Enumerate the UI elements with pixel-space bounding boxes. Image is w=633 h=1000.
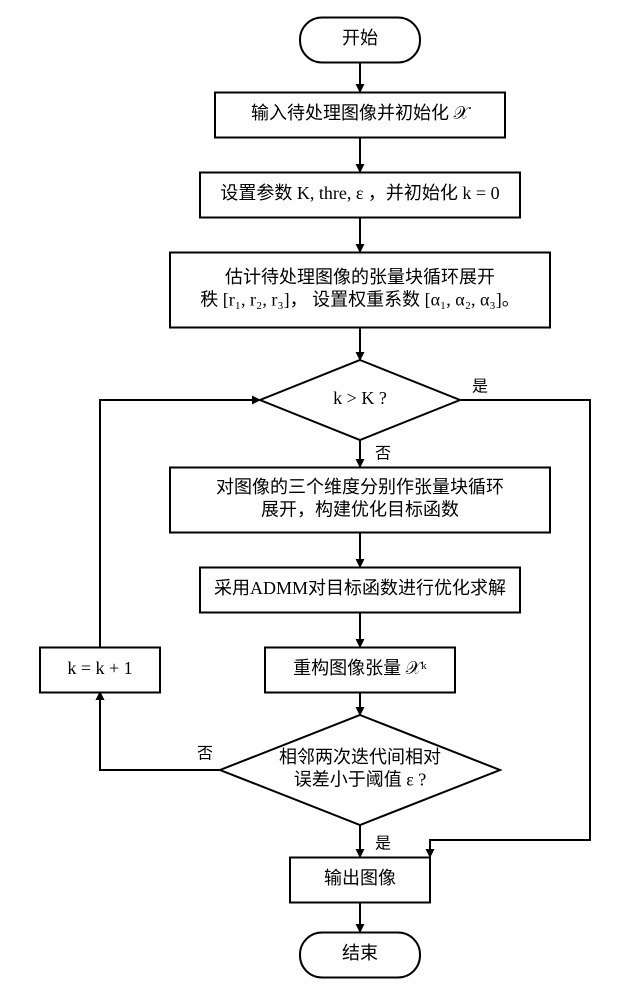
node-out: 输出图像 — [290, 858, 430, 903]
node-text: 开始 — [342, 28, 378, 48]
node-n3: 估计待处理图像的张量块循环展开秩 [r₁, r₂, r₃]， 设置权重系数 [α… — [170, 253, 550, 328]
node-end: 结束 — [300, 933, 420, 978]
nodes: 开始输入待处理图像并初始化 𝒳 设置参数 K, thre, ε ，并初始化 k =… — [40, 18, 550, 978]
node-text: 展开，构建优化目标函数 — [261, 499, 459, 519]
edge-label: 是 — [375, 836, 391, 853]
node-inc: k = k + 1 — [40, 648, 160, 693]
node-text: 采用ADMM对目标函数进行优化求解 — [214, 578, 506, 598]
node-d2: 相邻两次迭代间相对误差小于阈值 ε ? — [220, 715, 500, 825]
edge-label: 否 — [197, 746, 213, 763]
node-text: 误差小于阈值 ε ? — [294, 769, 427, 789]
node-d1: k > K ? — [260, 360, 460, 440]
node-text: 估计待处理图像的张量块循环展开 — [225, 267, 495, 287]
node-n4: 对图像的三个维度分别作张量块循环展开，构建优化目标函数 — [170, 468, 550, 533]
node-text: k = k + 1 — [67, 658, 132, 678]
edge-label: 否 — [375, 446, 391, 463]
node-text: 对图像的三个维度分别作张量块循环 — [216, 477, 504, 497]
node-n2: 设置参数 K, thre, ε ，并初始化 k = 0 — [200, 173, 520, 218]
node-start: 开始 — [300, 18, 420, 63]
node-n6: 重构图像张量 𝒳ᵏ — [265, 648, 455, 693]
edge-label: 是 — [472, 379, 488, 396]
node-n5: 采用ADMM对目标函数进行优化求解 — [200, 568, 520, 613]
node-text: 秩 [r₁, r₂, r₃]， 设置权重系数 [α₁, α₂, α₃]。 — [200, 289, 519, 309]
flowchart: 否是是否开始输入待处理图像并初始化 𝒳设置参数 K, thre, ε ，并初始化… — [0, 0, 633, 1000]
node-text: 重构图像张量 𝒳ᵏ — [293, 658, 427, 678]
node-text: 相邻两次迭代间相对 — [279, 747, 441, 767]
node-text: 设置参数 K, thre, ε ，并初始化 k = 0 — [220, 183, 499, 203]
node-n1: 输入待处理图像并初始化 𝒳 — [215, 93, 505, 138]
node-text: k > K ? — [333, 388, 387, 408]
node-text: 结束 — [342, 943, 378, 963]
node-text: 输入待处理图像并初始化 𝒳 — [251, 103, 471, 123]
node-text: 输出图像 — [324, 868, 396, 888]
